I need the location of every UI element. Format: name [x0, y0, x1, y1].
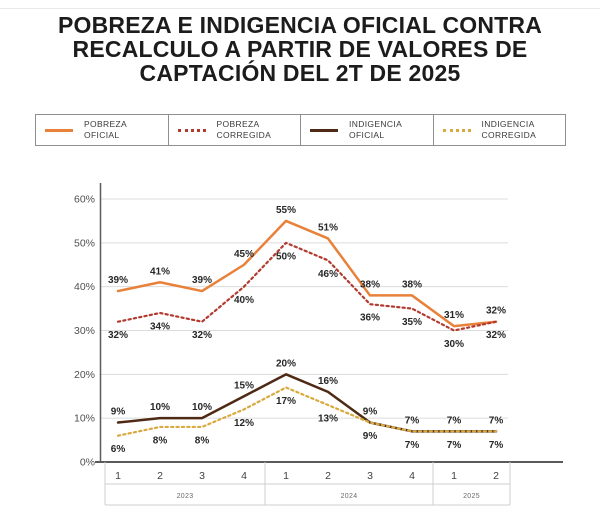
data-label: 50%	[276, 251, 296, 262]
data-labels-pobreza-oficial: 39% 41% 39% 45% 55% 51% 38% 38% 31% 32%	[108, 205, 506, 321]
legend-label-line: INDIGENCIA	[481, 118, 535, 129]
y-tick-label: 50%	[74, 237, 95, 249]
data-label: 10%	[192, 402, 212, 413]
data-label: 32%	[486, 306, 506, 317]
data-label: 30%	[444, 339, 464, 350]
legend-label: POBREZA CORREGIDA	[217, 119, 272, 141]
x-tick-label: 3	[199, 470, 205, 482]
data-label: 6%	[111, 444, 126, 455]
data-label: 8%	[195, 435, 210, 446]
data-label: 51%	[318, 222, 338, 233]
y-tick-label: 10%	[74, 413, 95, 425]
legend-label-line: OFICIAL	[349, 130, 385, 140]
legend-label-line: POBREZA	[84, 118, 128, 129]
data-label: 15%	[234, 380, 254, 391]
data-label: 10%	[150, 402, 170, 413]
legend: POBREZA OFICIAL POBREZA CORREGIDA INDIGENCIA…	[35, 114, 566, 146]
data-label: 40%	[234, 295, 254, 306]
y-tick-label: 60%	[74, 194, 95, 206]
title-line-1: POBREZA E INDIGENCIA OFICIAL CONTRA	[57, 12, 543, 38]
y-axis-labels: 0% 10% 20% 30% 40% 50% 60%	[74, 194, 95, 469]
legend-label: INDIGENCIA OFICIAL	[349, 119, 402, 141]
y-tick-label: 30%	[74, 325, 95, 337]
data-label: 7%	[447, 415, 462, 426]
y-tick-label: 40%	[74, 281, 95, 293]
x-tick-label: 4	[409, 470, 415, 482]
gridlines	[100, 198, 508, 419]
data-label: 32%	[192, 330, 212, 341]
data-label: 17%	[276, 396, 296, 407]
x-tick-label: 2	[493, 470, 499, 482]
indigencia-corregida-line-swatch	[442, 128, 471, 132]
data-label: 9%	[363, 407, 378, 418]
data-label: 12%	[234, 418, 254, 429]
data-label: 45%	[234, 249, 254, 260]
x-tick-label: 1	[283, 470, 289, 482]
data-label: 8%	[153, 435, 168, 446]
data-label: 16%	[318, 376, 338, 387]
year-label: 2025	[463, 493, 480, 500]
x-tick-label: 1	[115, 470, 121, 482]
legend-label-line: CORREGIDA	[481, 130, 537, 140]
year-label: 2024	[341, 493, 358, 500]
indigencia-oficial-line-swatch	[310, 128, 338, 132]
y-tick-label: 20%	[74, 369, 95, 381]
data-label: 13%	[318, 414, 338, 425]
legend-label: INDIGENCIA CORREGIDA	[482, 119, 537, 141]
data-label: 38%	[402, 279, 422, 290]
pobreza-corregida-line-swatch	[177, 128, 206, 132]
data-label: 7%	[489, 415, 504, 426]
legend-item-pobreza-oficial: POBREZA OFICIAL	[36, 115, 168, 145]
data-label: 7%	[447, 440, 462, 451]
data-labels-indigencia-oficial: 9% 10% 10% 15% 20% 16% 9% 7% 7% 7%	[111, 358, 504, 426]
x-tick-label: 3	[367, 470, 373, 482]
data-label: 38%	[360, 279, 380, 290]
series-line-pobreza-corregida	[116, 241, 498, 332]
data-label: 36%	[360, 313, 380, 324]
legend-label-line: OFICIAL	[84, 130, 120, 140]
data-label: 39%	[192, 275, 212, 286]
year-label: 2023	[177, 493, 194, 500]
data-label: 9%	[111, 407, 126, 418]
legend-label-line: INDIGENCIA	[349, 118, 403, 129]
title-line-2: RECALCULO A PARTIR DE VALORES DE	[72, 36, 528, 62]
series-line-indigencia-oficial	[116, 373, 498, 433]
top-divider	[0, 8, 600, 9]
legend-item-indigencia-oficial: INDIGENCIA OFICIAL	[300, 115, 433, 145]
data-label: 7%	[405, 415, 420, 426]
x-tick-label: 1	[451, 470, 457, 482]
legend-item-indigencia-corregida: INDIGENCIA CORREGIDA	[432, 115, 566, 145]
data-label: 7%	[405, 440, 420, 451]
legend-item-pobreza-corregida: POBREZA CORREGIDA	[167, 115, 301, 145]
data-labels-pobreza-corregida: 32% 34% 32% 40% 50% 46% 36% 35% 30% 32%	[108, 251, 506, 350]
data-label: 7%	[489, 440, 504, 451]
legend-label: POBREZA OFICIAL	[84, 119, 127, 141]
data-label: 41%	[150, 266, 170, 277]
chart-title: POBREZA E INDIGENCIA OFICIAL CONTRA RECA…	[0, 13, 600, 85]
x-tick-label: 2	[157, 470, 163, 482]
pobreza-oficial-line-swatch	[45, 128, 73, 132]
data-label: 39%	[108, 275, 128, 286]
series-line-indigencia-corregida	[116, 386, 498, 437]
x-axis-table: 1 2 3 4 1 2 3 4 1 2 2023 2024 2025	[95, 461, 563, 506]
data-label: 9%	[363, 431, 378, 442]
data-label: 32%	[486, 330, 506, 341]
data-labels-indigencia-corregida: 6% 8% 8% 12% 17% 13% 9% 7% 7% 7%	[111, 396, 504, 455]
data-label: 32%	[108, 330, 128, 341]
y-tick-label: 0%	[80, 457, 95, 469]
data-label: 35%	[402, 317, 422, 328]
data-label: 46%	[318, 269, 338, 280]
data-label: 20%	[276, 358, 296, 369]
data-label: 55%	[276, 205, 296, 216]
legend-label-line: POBREZA	[216, 118, 260, 129]
title-line-3: CAPTACIÓN DEL 2T DE 2025	[139, 60, 461, 86]
x-tick-label: 4	[241, 470, 247, 482]
series-line-pobreza-oficial	[116, 219, 498, 328]
x-tick-label: 2	[325, 470, 331, 482]
data-label: 31%	[444, 310, 464, 321]
legend-label-line: CORREGIDA	[216, 130, 272, 140]
data-label: 34%	[150, 321, 170, 332]
